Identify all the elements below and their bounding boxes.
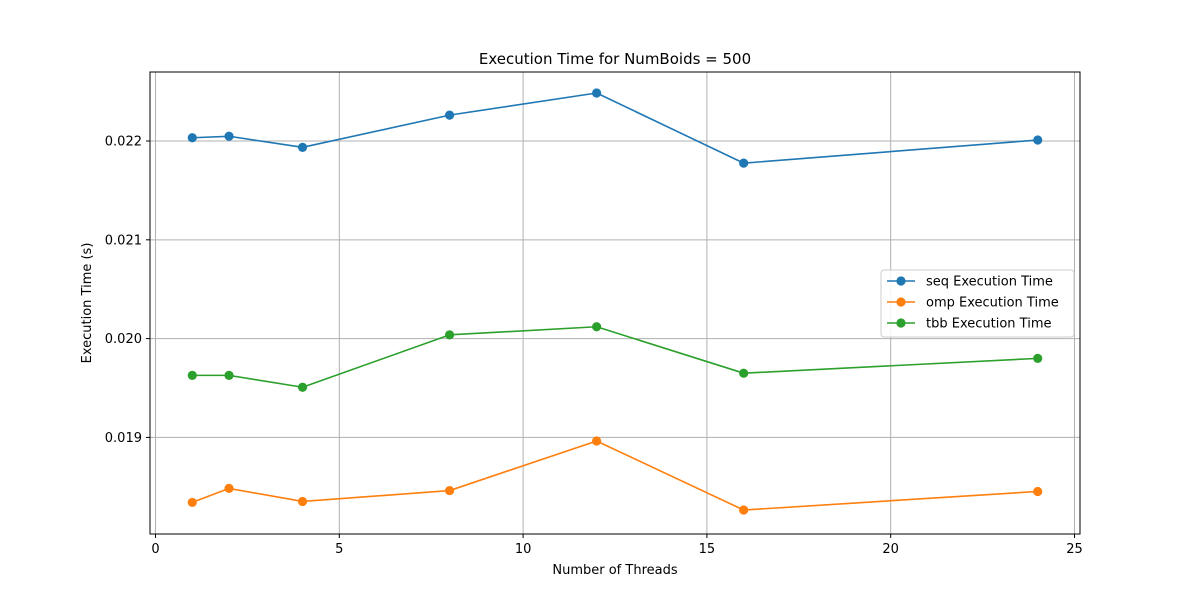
legend-marker — [896, 297, 906, 307]
series-0 — [187, 88, 1043, 168]
legend: seq Execution Time omp Execution Time tbb … — [880, 269, 1075, 338]
legend-marker — [896, 318, 906, 328]
series-1 — [187, 436, 1043, 515]
legend-label: seq Execution Time — [926, 275, 1053, 290]
x-tick-label: 20 — [882, 542, 899, 557]
data-point — [444, 110, 455, 120]
data-point — [1033, 486, 1043, 497]
x-tick-label: 15 — [699, 542, 716, 557]
x-tick-label: 5 — [335, 542, 343, 557]
plot-area-frame — [149, 71, 1081, 535]
x-tick-label: 10 — [515, 542, 532, 557]
series-line — [191, 440, 1038, 511]
x-axis-label: Number of Threads — [552, 563, 677, 578]
x-tick-label: 25 — [1066, 542, 1083, 557]
data-point — [444, 485, 455, 496]
data-point — [297, 496, 308, 507]
data-point — [187, 133, 197, 143]
series-2 — [187, 322, 1043, 392]
series-layer — [187, 88, 1043, 515]
data-point — [224, 483, 234, 493]
data-point — [1033, 353, 1043, 363]
y-tick-label: 0.019 — [105, 431, 142, 446]
legend-label: tbb Execution Time — [926, 317, 1051, 332]
data-point — [224, 131, 234, 141]
x-tick-label: 0 — [151, 542, 159, 557]
data-point — [297, 382, 308, 392]
legend-box — [880, 269, 1075, 338]
tick-layer: 0 5 10 15 20 25 0.019 0.020 0.021 0.022 — [105, 135, 1083, 557]
y-axis-label: Execution Time (s) — [80, 243, 95, 364]
data-point — [592, 88, 602, 98]
legend-marker — [896, 276, 906, 286]
data-point — [739, 158, 749, 168]
data-point — [187, 497, 197, 508]
y-tick-label: 0.022 — [105, 135, 142, 150]
data-point — [739, 505, 749, 515]
data-point — [592, 436, 602, 446]
legend-label: omp Execution Time — [926, 296, 1059, 311]
data-point — [592, 322, 602, 332]
data-point — [1033, 135, 1043, 145]
data-point — [224, 370, 234, 380]
chart-title: Execution Time for NumBoids = 500 — [479, 50, 751, 68]
data-point — [739, 368, 749, 378]
data-point — [444, 330, 455, 340]
data-point — [297, 142, 308, 152]
legend-item: tbb Execution Time — [887, 317, 1051, 332]
legend-item: omp Execution Time — [887, 296, 1059, 311]
y-tick-label: 0.020 — [105, 332, 142, 347]
y-tick-label: 0.021 — [105, 233, 142, 248]
legend-item: seq Execution Time — [887, 275, 1053, 290]
data-point — [187, 370, 197, 380]
series-line — [192, 92, 1038, 164]
